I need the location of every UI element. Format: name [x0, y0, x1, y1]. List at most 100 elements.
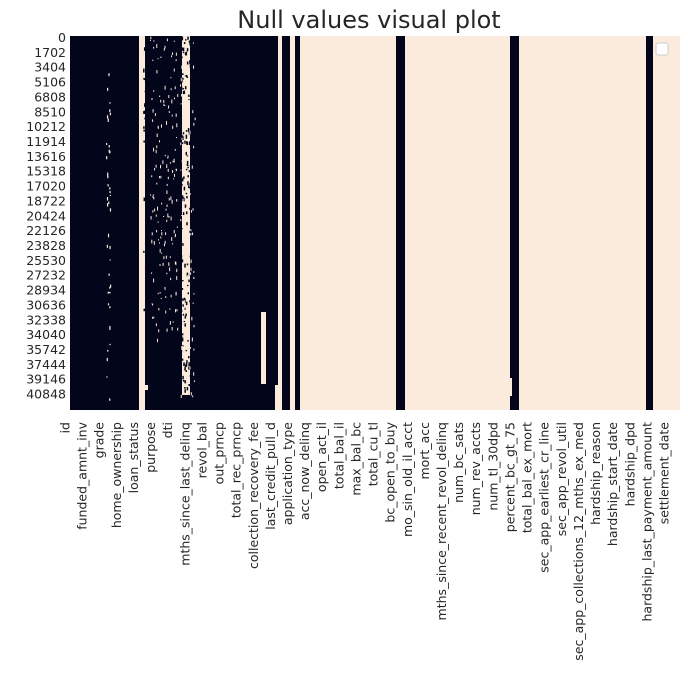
null-speck [184, 389, 186, 393]
null-speck [190, 155, 192, 157]
null-speck [184, 380, 186, 384]
null-speck [146, 171, 149, 176]
null-speck [145, 206, 147, 210]
null-speck [154, 116, 157, 118]
null-speck [191, 291, 193, 294]
null-speck [171, 114, 173, 117]
present-band [145, 36, 278, 410]
null-speck [143, 110, 146, 114]
null-speck [172, 52, 174, 55]
x-tick-label: total_bal_ex_mort [520, 422, 535, 533]
null-speck [149, 108, 151, 111]
null-speck [168, 95, 170, 99]
x-tick-label: hardship_start_date [605, 422, 620, 546]
null-speck [190, 349, 192, 352]
null-speck [193, 293, 195, 295]
null-speck [156, 133, 158, 138]
null-speck [106, 203, 109, 207]
null-speck [172, 170, 174, 173]
null-speck [176, 226, 178, 228]
x-tick-label: out_prncp [212, 422, 227, 484]
null-speck [188, 362, 190, 367]
null-speck [158, 84, 161, 86]
null-speck [190, 267, 192, 272]
null-speck [189, 165, 192, 167]
null-speck [173, 174, 175, 177]
null-speck [149, 67, 152, 69]
null-speck [154, 76, 157, 80]
null-speck [167, 176, 169, 180]
null-speck [158, 263, 160, 266]
null-speck [190, 310, 192, 313]
null-speck [182, 131, 185, 135]
null-speck [146, 281, 149, 283]
null-speck [145, 224, 147, 229]
null-speck [180, 142, 182, 146]
null-speck [183, 42, 186, 45]
null-speck [157, 239, 159, 241]
null-speck [187, 227, 189, 231]
null-speck [183, 186, 186, 191]
null-speck [194, 72, 196, 75]
null-speck [189, 60, 191, 64]
null-speck [188, 185, 190, 189]
null-speck [190, 259, 192, 264]
null-speck [166, 219, 168, 222]
null-speck [107, 172, 109, 177]
null-speck [171, 199, 173, 204]
null-speck [186, 344, 188, 348]
x-tick-label: id [58, 422, 73, 433]
null-speck [147, 302, 149, 306]
null-speck [153, 46, 155, 49]
present-band [646, 36, 653, 410]
null-speck [182, 47, 184, 51]
null-speck [161, 230, 163, 232]
null-speck [181, 195, 184, 199]
null-speck [188, 99, 190, 101]
null-speck [143, 68, 145, 73]
present-band [295, 36, 300, 410]
null-speck [174, 235, 176, 238]
null-speck [183, 320, 186, 323]
null-speck [153, 199, 155, 203]
null-speck [159, 221, 162, 225]
null-speck [109, 246, 111, 250]
null-speck [189, 300, 191, 303]
null-speck [181, 337, 184, 342]
null-speck [153, 147, 155, 152]
null-speck [152, 316, 154, 319]
null-speck [168, 105, 170, 109]
null-speck [148, 42, 151, 46]
y-tick-label: 15318 [26, 164, 66, 179]
null-speck [153, 274, 156, 277]
null-speck [171, 237, 173, 241]
null-speck [149, 147, 151, 150]
null-speck [187, 396, 189, 399]
null-speck [188, 249, 190, 252]
null-speck [143, 385, 148, 390]
null-speck [182, 88, 185, 90]
null-speck [143, 47, 146, 51]
y-tick-label: 5106 [34, 75, 66, 90]
x-tick-label: revol_bal [194, 422, 209, 478]
null-speck [145, 74, 147, 78]
null-speck [150, 285, 152, 287]
null-speck [170, 55, 172, 58]
null-speck [185, 377, 187, 381]
null-speck [185, 74, 188, 78]
null-speck [186, 218, 188, 221]
null-speck [160, 99, 162, 103]
null-speck [146, 95, 149, 99]
null-speck [157, 125, 159, 129]
null-speck [182, 73, 184, 76]
null-speck [107, 175, 109, 179]
null-speck [192, 351, 194, 355]
null-speck [159, 260, 162, 264]
null-speck [150, 281, 152, 285]
null-speck [109, 208, 112, 212]
null-speck [182, 77, 184, 80]
null-speck [184, 146, 186, 150]
null-speck [107, 118, 109, 122]
null-speck [109, 292, 111, 294]
null-speck [189, 42, 191, 46]
